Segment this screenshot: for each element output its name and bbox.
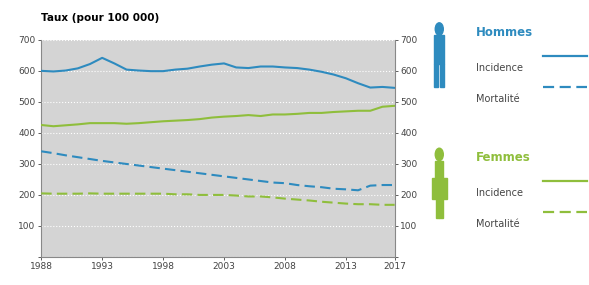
FancyBboxPatch shape	[439, 199, 443, 218]
FancyBboxPatch shape	[436, 199, 439, 218]
FancyBboxPatch shape	[434, 64, 438, 87]
FancyBboxPatch shape	[440, 64, 444, 87]
Text: Incidence: Incidence	[476, 63, 523, 73]
Text: Taux (pour 100 000): Taux (pour 100 000)	[41, 13, 160, 23]
FancyBboxPatch shape	[434, 35, 444, 64]
Text: Hommes: Hommes	[476, 26, 533, 39]
FancyBboxPatch shape	[435, 161, 444, 178]
Circle shape	[435, 148, 444, 161]
FancyBboxPatch shape	[432, 178, 446, 199]
Text: Femmes: Femmes	[476, 151, 531, 164]
Circle shape	[435, 23, 444, 35]
Text: Mortalité: Mortalité	[476, 94, 519, 104]
Text: Mortalité: Mortalité	[476, 219, 519, 229]
Text: Incidence: Incidence	[476, 188, 523, 198]
